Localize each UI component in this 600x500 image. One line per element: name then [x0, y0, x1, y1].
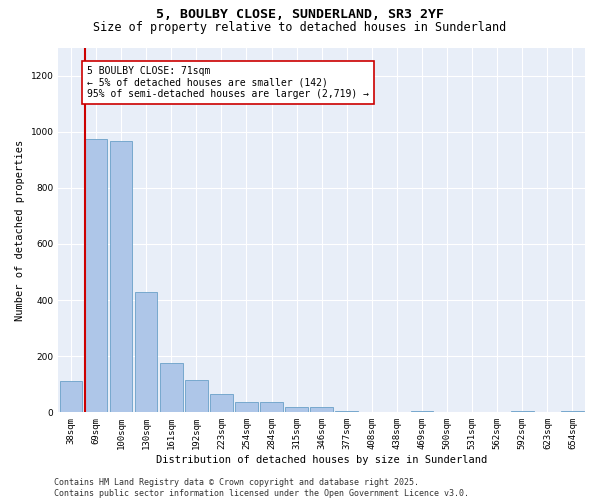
- Bar: [561, 411, 584, 412]
- Bar: [135, 292, 157, 412]
- Bar: [185, 380, 208, 412]
- Bar: [110, 140, 133, 412]
- Bar: [286, 406, 308, 412]
- Bar: [160, 363, 182, 412]
- Text: 5, BOULBY CLOSE, SUNDERLAND, SR3 2YF: 5, BOULBY CLOSE, SUNDERLAND, SR3 2YF: [156, 8, 444, 20]
- X-axis label: Distribution of detached houses by size in Sunderland: Distribution of detached houses by size …: [156, 455, 487, 465]
- Text: 5 BOULBY CLOSE: 71sqm
← 5% of detached houses are smaller (142)
95% of semi-deta: 5 BOULBY CLOSE: 71sqm ← 5% of detached h…: [87, 66, 369, 99]
- Bar: [210, 394, 233, 412]
- Text: Size of property relative to detached houses in Sunderland: Size of property relative to detached ho…: [94, 21, 506, 34]
- Bar: [235, 402, 258, 412]
- Text: Contains HM Land Registry data © Crown copyright and database right 2025.
Contai: Contains HM Land Registry data © Crown c…: [54, 478, 469, 498]
- Bar: [310, 408, 333, 412]
- Bar: [511, 411, 533, 412]
- Bar: [85, 138, 107, 412]
- Bar: [411, 411, 433, 412]
- Bar: [59, 380, 82, 412]
- Bar: [335, 410, 358, 412]
- Y-axis label: Number of detached properties: Number of detached properties: [15, 140, 25, 320]
- Bar: [260, 402, 283, 412]
